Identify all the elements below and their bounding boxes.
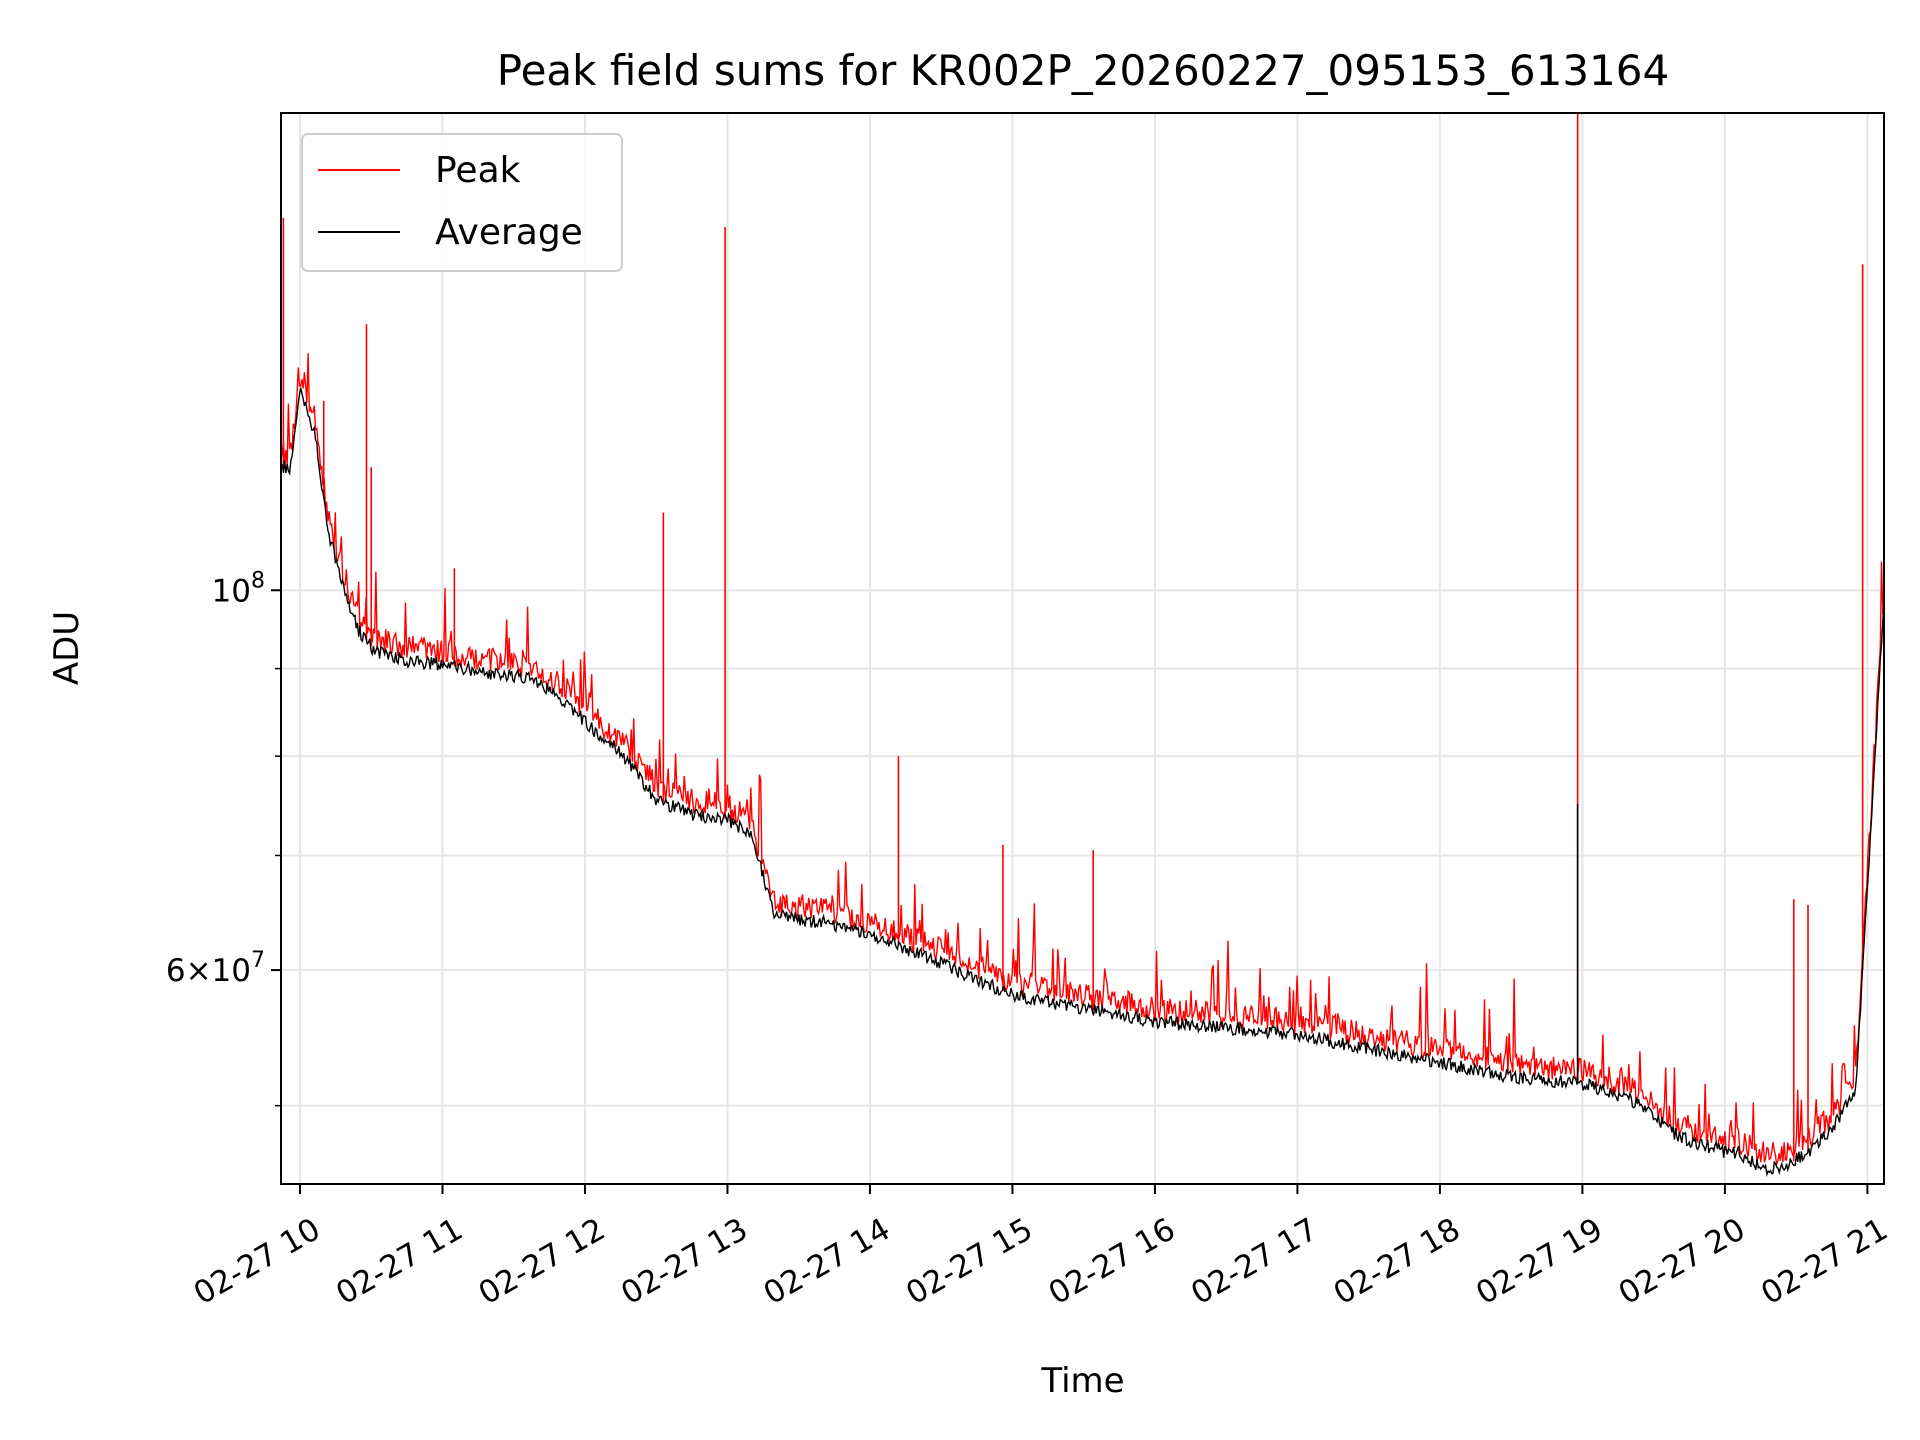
chart-title: Peak field sums for KR002P_20260227_0951… <box>497 46 1669 95</box>
grid <box>281 113 1884 1184</box>
legend-label-peak: Peak <box>435 150 521 191</box>
y-tick-label: 108 <box>212 568 265 609</box>
legend-label-average: Average <box>435 212 583 253</box>
y-axis-label: ADU <box>47 611 87 685</box>
series-line-average <box>280 387 1885 1178</box>
series-layer <box>280 113 1885 1178</box>
x-axis-label: Time <box>1040 1361 1124 1401</box>
plot-frame <box>280 112 1885 1185</box>
legend-box <box>301 133 623 272</box>
y-tick-label: 6×107 <box>166 948 265 989</box>
legend: Peak Average <box>301 133 623 272</box>
